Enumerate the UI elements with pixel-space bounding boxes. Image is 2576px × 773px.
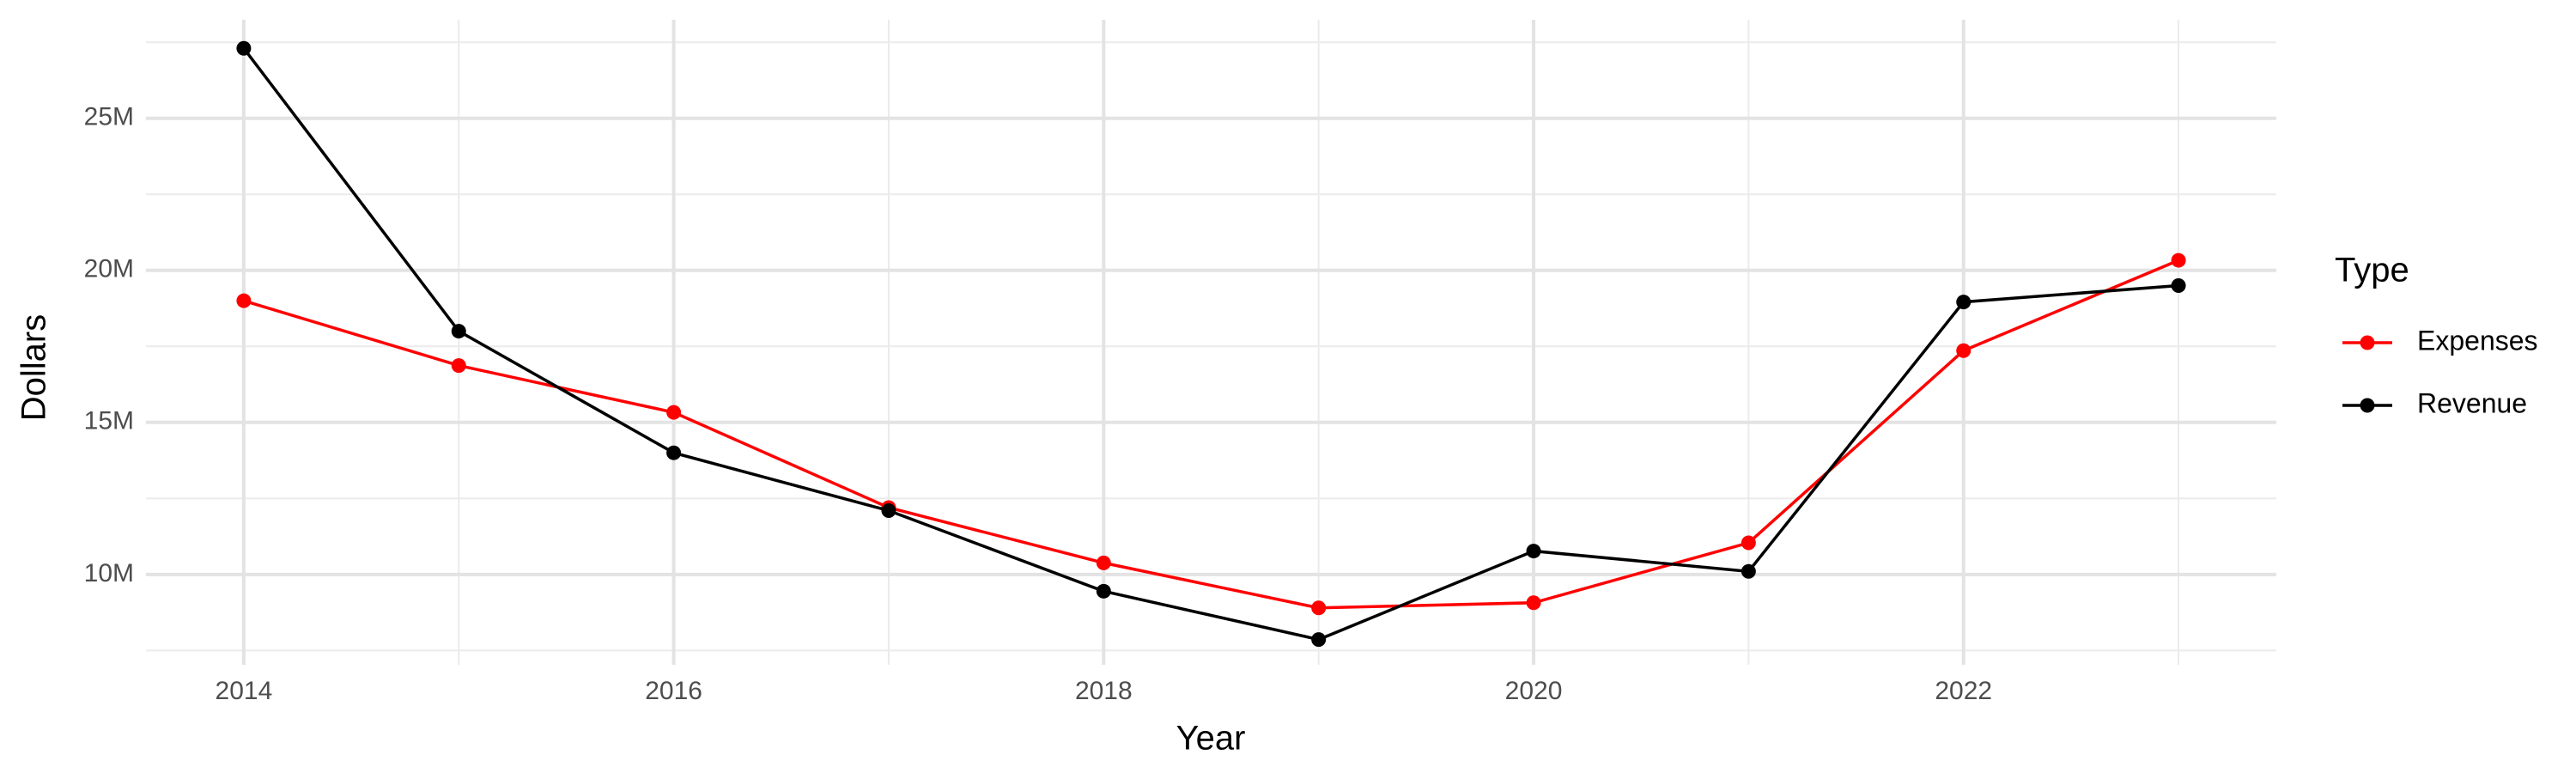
data-point: [1741, 563, 1756, 579]
y-tick-label: 25M: [84, 103, 134, 131]
legend-label: Revenue: [2417, 387, 2527, 418]
y-tick-label: 15M: [84, 407, 134, 435]
data-point: [1311, 600, 1327, 616]
x-tick-label: 2020: [1505, 677, 1563, 705]
data-point: [1741, 535, 1756, 551]
data-point: [1956, 343, 1971, 358]
legend-title: Type: [2335, 252, 2409, 289]
x-axis-title: Year: [1176, 720, 1246, 758]
data-point: [2171, 253, 2186, 268]
data-point: [1526, 595, 1541, 611]
data-point: [451, 324, 466, 339]
x-tick-label: 2016: [645, 677, 702, 705]
legend-key-point: [2360, 335, 2375, 350]
data-point: [666, 445, 682, 460]
legend-key-point: [2360, 398, 2375, 413]
data-point: [1956, 295, 1971, 310]
legend-label: Expenses: [2417, 325, 2538, 356]
data-point: [1096, 555, 1111, 570]
data-point: [881, 502, 896, 518]
x-tick-label: 2014: [216, 677, 273, 705]
data-point: [236, 293, 252, 308]
data-point: [1096, 583, 1111, 599]
series-line: [242, 47, 2179, 642]
data-point: [666, 405, 682, 420]
y-tick-label: 10M: [84, 559, 134, 587]
data-point: [236, 40, 252, 56]
x-tick-label: 2018: [1075, 677, 1133, 705]
y-axis-title: Dollars: [15, 314, 53, 421]
data-point: [2171, 277, 2186, 293]
x-tick-label: 2022: [1935, 677, 1992, 705]
y-tick-label: 20M: [84, 255, 134, 283]
data-point: [451, 358, 466, 374]
data-point: [1526, 544, 1541, 559]
data-point: [1311, 632, 1327, 648]
series-line: [243, 259, 2179, 610]
grid: [146, 20, 2276, 665]
